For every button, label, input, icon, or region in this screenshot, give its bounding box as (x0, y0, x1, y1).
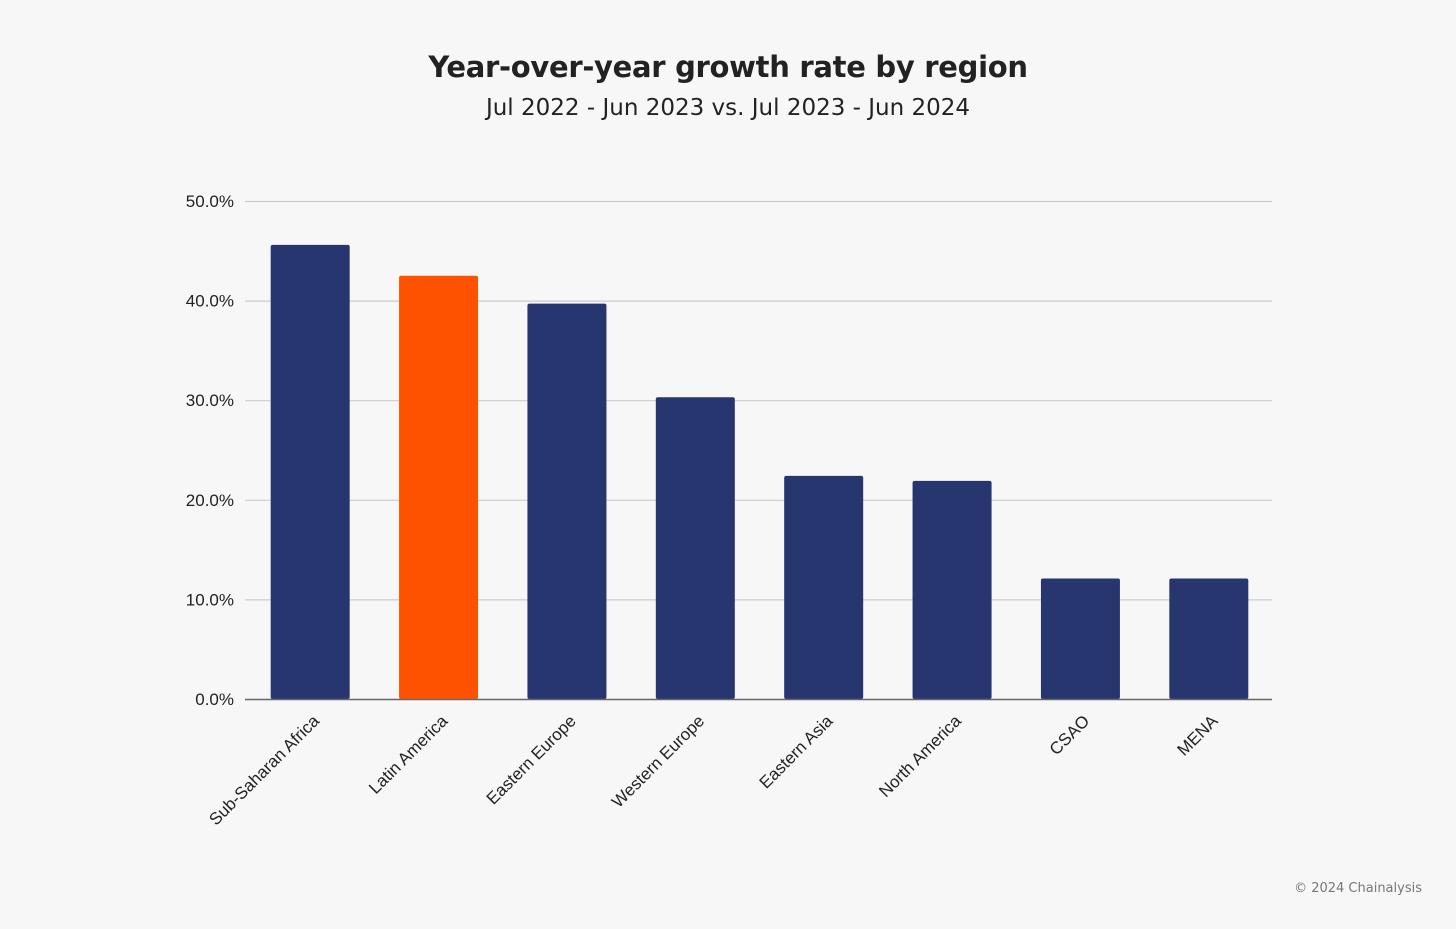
y-axis-ticks: 0.0% 10.0% 20.0% 30.0% 40.0% 50.0% (186, 192, 234, 709)
bar-mena (1169, 578, 1249, 699)
bar-eastern-europe (527, 303, 607, 699)
y-tick-label: 40.0% (186, 292, 234, 311)
x-tick-label: North America (875, 711, 965, 801)
bars (270, 244, 1249, 699)
copyright-notice: © 2024 Chainalysis (1294, 881, 1422, 896)
bar-latin-america (399, 275, 479, 699)
bar-north-america (912, 480, 992, 699)
gridlines (245, 200, 1272, 601)
chart-title: Year-over-year growth rate by region (428, 50, 1028, 84)
y-tick-label: 20.0% (186, 491, 234, 510)
x-tick-label: Eastern Europe (483, 711, 580, 808)
x-tick-label: Sub-Saharan Africa (205, 711, 323, 829)
x-tick-label: CSAO (1046, 711, 1094, 759)
y-tick-label: 10.0% (186, 590, 234, 609)
y-tick-label: 0.0% (195, 690, 234, 709)
bar-western-europe (655, 397, 735, 699)
bar-sub-saharan-africa (270, 244, 350, 699)
y-tick-label: 50.0% (186, 192, 234, 211)
chart-subtitle: Jul 2022 - Jun 2023 vs. Jul 2023 - Jun 2… (485, 95, 971, 121)
x-axis-labels: Sub-Saharan Africa Latin America Eastern E… (205, 711, 1222, 829)
x-tick-label: MENA (1173, 711, 1222, 760)
y-tick-label: 30.0% (186, 391, 234, 410)
bar-csao (1040, 578, 1120, 699)
x-tick-label: Latin America (365, 711, 452, 798)
x-tick-label: Western Europe (608, 711, 708, 811)
x-tick-label: Eastern Asia (756, 711, 837, 792)
bar-eastern-asia (784, 475, 864, 699)
